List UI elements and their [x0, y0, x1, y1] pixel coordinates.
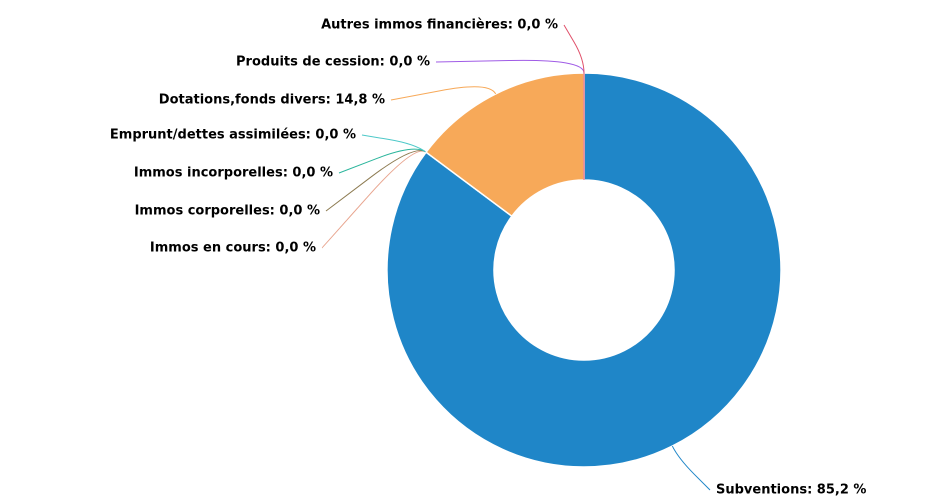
data-label: Emprunt/dettes assimilées: 0,0 % — [110, 128, 356, 143]
connector — [361, 134, 427, 153]
data-label: Immos incorporelles: 0,0 % — [134, 166, 333, 181]
slice: Subventions — [386, 72, 782, 468]
connector — [563, 24, 585, 74]
data-label: Dotations,fonds divers: 14,8 % — [159, 93, 385, 108]
data-label: Produits de cession: 0,0 % — [236, 55, 430, 70]
data-label: Subventions: 85,2 % — [716, 483, 866, 498]
connector — [325, 150, 427, 212]
data-label: Immos corporelles: 0,0 % — [135, 204, 320, 219]
data-label: Autres immos financières: 0,0 % — [321, 18, 558, 33]
connector — [435, 59, 585, 74]
slice: Dotations,fonds divers — [425, 72, 585, 218]
data-label: Immos en cours: 0,0 % — [150, 241, 316, 256]
connector — [390, 86, 497, 101]
connector — [671, 445, 711, 491]
connector — [321, 150, 427, 249]
connector — [338, 148, 427, 174]
